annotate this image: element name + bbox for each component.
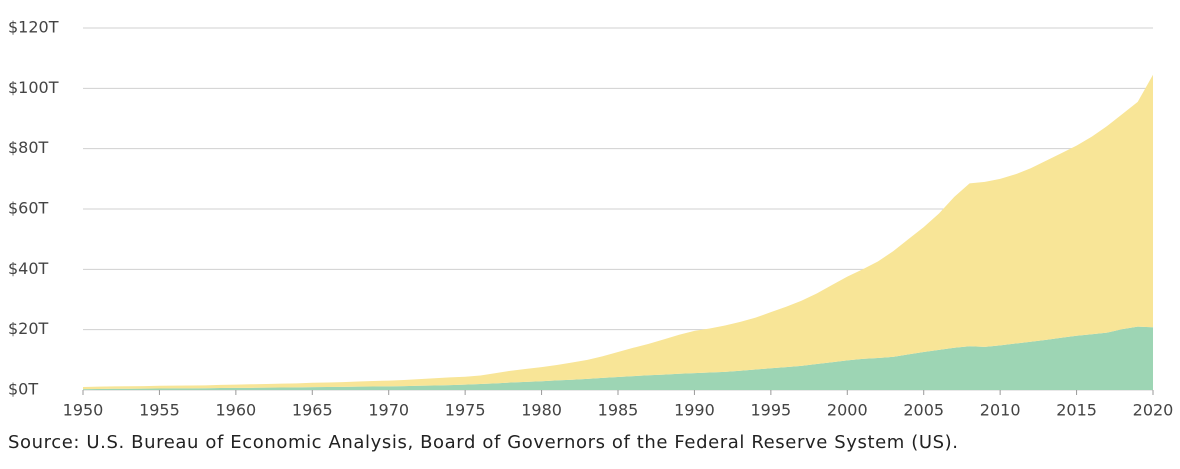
x-tick-label: 1975: [445, 401, 486, 420]
x-tick-label: 1965: [292, 401, 333, 420]
area: [83, 74, 1153, 390]
x-tick-label: 1960: [215, 401, 256, 420]
y-tick-label: $120T: [8, 18, 59, 37]
x-tick-label: 1950: [63, 401, 104, 420]
x-tick-label: 1955: [139, 401, 180, 420]
x-tick-label: 2020: [1133, 401, 1174, 420]
source-note: Source: U.S. Bureau of Economic Analysis…: [8, 432, 959, 453]
y-tick-label: $100T: [8, 78, 59, 97]
y-tick-label: $60T: [8, 199, 49, 218]
y-tick-label: $40T: [8, 259, 49, 278]
y-tick-label: $0T: [8, 380, 38, 399]
x-tick-label: 2000: [827, 401, 868, 420]
x-tick-label: 2010: [980, 401, 1021, 420]
x-tick-label: 1970: [368, 401, 409, 420]
x-tick-label: 1985: [598, 401, 639, 420]
y-tick-label: $20T: [8, 319, 49, 338]
x-tick-label: 2005: [903, 401, 944, 420]
x-tick-label: 1995: [750, 401, 791, 420]
x-tick-label: 1980: [521, 401, 562, 420]
y-tick-label: $80T: [8, 138, 49, 157]
x-tick-label: 1990: [674, 401, 715, 420]
area: [83, 326, 1153, 390]
x-tick-label: 2015: [1056, 401, 1097, 420]
